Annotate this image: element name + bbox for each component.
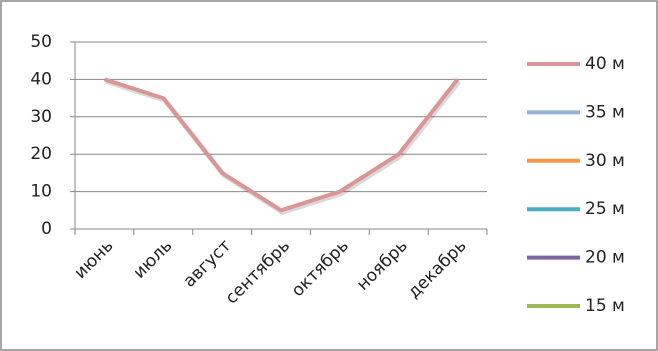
legend-label: 25 м	[585, 199, 625, 219]
y-tick-label: 30	[30, 107, 52, 127]
y-tick-label: 50	[30, 32, 52, 52]
y-tick-label: 0	[41, 219, 52, 239]
legend-label: 40 м	[585, 54, 625, 74]
legend-label: 20 м	[585, 248, 625, 268]
y-tick-label: 40	[30, 69, 52, 89]
legend-label: 30 м	[585, 151, 625, 171]
y-tick-label: 10	[30, 182, 52, 202]
legend-label: 15 м	[585, 296, 625, 316]
series-line	[103, 77, 460, 213]
legend-label: 35 м	[585, 102, 625, 122]
y-tick-label: 20	[30, 144, 52, 164]
